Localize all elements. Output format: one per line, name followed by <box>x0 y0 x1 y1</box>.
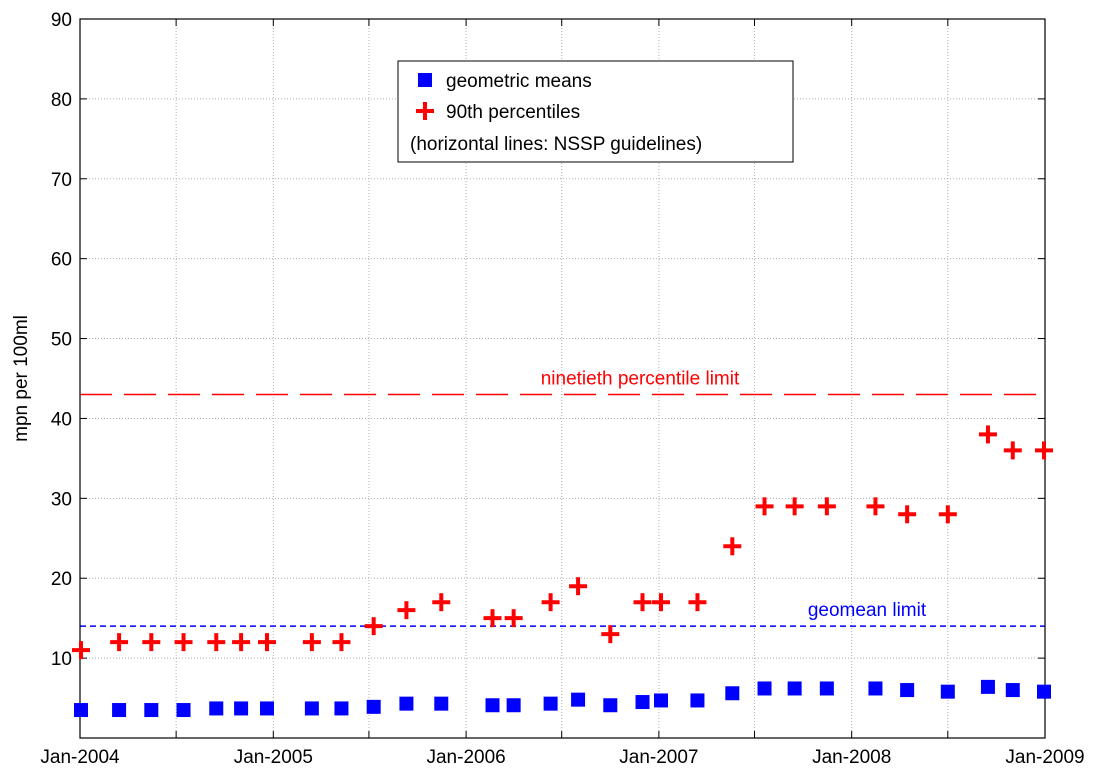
data-point-square <box>1037 684 1051 699</box>
x-tick-label: Jan-2009 <box>1005 747 1084 768</box>
data-point-square <box>725 686 740 701</box>
data-point-plus <box>397 601 416 620</box>
data-point-square <box>399 696 414 711</box>
data-point-plus <box>541 593 560 612</box>
data-point-square <box>434 696 449 711</box>
legend-note: (horizontal lines: NSSP guidelines) <box>410 134 702 155</box>
plot-frame <box>79 18 1046 739</box>
data-point-square <box>757 681 772 696</box>
y-tick-label: 10 <box>51 649 72 670</box>
data-point-plus <box>755 497 774 516</box>
data-point-plus <box>688 593 707 612</box>
data-point-square <box>304 701 319 716</box>
data-point-square <box>366 699 381 714</box>
data-point-plus <box>817 497 836 516</box>
y-axis-title: mpn per 100ml <box>11 315 32 442</box>
data-point-square <box>176 703 191 718</box>
data-point-plus <box>1035 441 1053 460</box>
data-point-plus <box>601 625 620 644</box>
data-point-plus <box>723 537 742 556</box>
data-point-square <box>234 701 249 716</box>
data-point-plus <box>142 633 161 652</box>
data-point-square <box>900 683 915 698</box>
data-point-square <box>259 701 274 716</box>
data-point-square <box>819 681 834 696</box>
x-tick-label: Jan-2005 <box>234 747 313 768</box>
data-point-square <box>112 703 127 718</box>
grid-lines <box>80 19 1045 738</box>
data-point-plus <box>257 633 276 652</box>
data-point-square <box>980 679 995 694</box>
data-point-square <box>543 696 558 711</box>
data-point-plus <box>483 609 502 628</box>
y-tick-label: 20 <box>51 569 72 590</box>
data-point-square <box>690 693 705 708</box>
y-tick-label: 60 <box>51 250 72 271</box>
data-point-square <box>418 73 432 87</box>
reference-line-label: geomean limit <box>808 600 927 621</box>
data-point-square <box>603 698 618 713</box>
x-tick-label: Jan-2006 <box>426 747 505 768</box>
data-point-plus <box>1003 441 1022 460</box>
data-point-plus <box>652 593 671 612</box>
data-marks <box>72 425 1053 718</box>
y-tick-label: 70 <box>51 170 72 191</box>
data-point-plus <box>416 102 434 120</box>
data-point-plus <box>364 617 383 636</box>
data-point-square <box>506 698 521 713</box>
reference-lines: ninetieth percentile limit geomean limit <box>80 368 1045 627</box>
x-tick-label: Jan-2004 <box>40 747 120 768</box>
data-point-plus <box>866 497 885 516</box>
data-point-square <box>868 681 883 696</box>
data-point-plus <box>72 641 90 660</box>
data-point-plus <box>432 593 451 612</box>
reference-line-label: ninetieth percentile limit <box>541 368 740 389</box>
legend-entry-label: 90th percentiles <box>446 102 580 123</box>
data-point-plus <box>938 505 957 524</box>
data-point-square <box>940 684 955 699</box>
data-point-plus <box>633 593 652 612</box>
legend: geometric means 90th percentiles (horizont… <box>397 60 794 163</box>
data-point-square <box>74 703 88 718</box>
data-point-plus <box>174 633 193 652</box>
y-tick-label: 50 <box>51 330 72 351</box>
data-point-plus <box>504 609 523 628</box>
legend-box <box>397 60 794 163</box>
data-point-plus <box>785 497 804 516</box>
y-tick-label: 90 <box>51 10 72 31</box>
series-square <box>74 679 1051 718</box>
data-point-plus <box>569 577 588 596</box>
data-point-square <box>654 693 669 708</box>
x-tick-label: Jan-2008 <box>812 747 891 768</box>
data-point-plus <box>110 633 129 652</box>
y-tick-label: 30 <box>51 489 72 510</box>
data-point-square <box>571 692 586 707</box>
y-tick-label: 80 <box>51 90 72 111</box>
data-point-square <box>1005 683 1020 698</box>
data-point-square <box>209 701 224 716</box>
data-point-square <box>334 701 349 716</box>
data-point-plus <box>898 505 917 524</box>
x-tick-label: Jan-2007 <box>619 747 698 768</box>
data-point-square <box>635 695 650 710</box>
data-point-plus <box>207 633 226 652</box>
data-point-plus <box>332 633 351 652</box>
axes: 10 20 30 40 50 60 70 80 90 Jan-2004 Jan-2005 Jan-20… <box>40 10 1084 768</box>
data-point-square <box>144 703 159 718</box>
series-plus <box>72 425 1053 660</box>
data-point-square <box>787 681 802 696</box>
data-point-square <box>485 698 500 713</box>
legend-entry-label: geometric means <box>446 71 592 92</box>
data-point-plus <box>232 633 251 652</box>
data-point-plus <box>302 633 321 652</box>
data-point-plus <box>978 425 997 444</box>
y-tick-label: 40 <box>51 409 72 430</box>
